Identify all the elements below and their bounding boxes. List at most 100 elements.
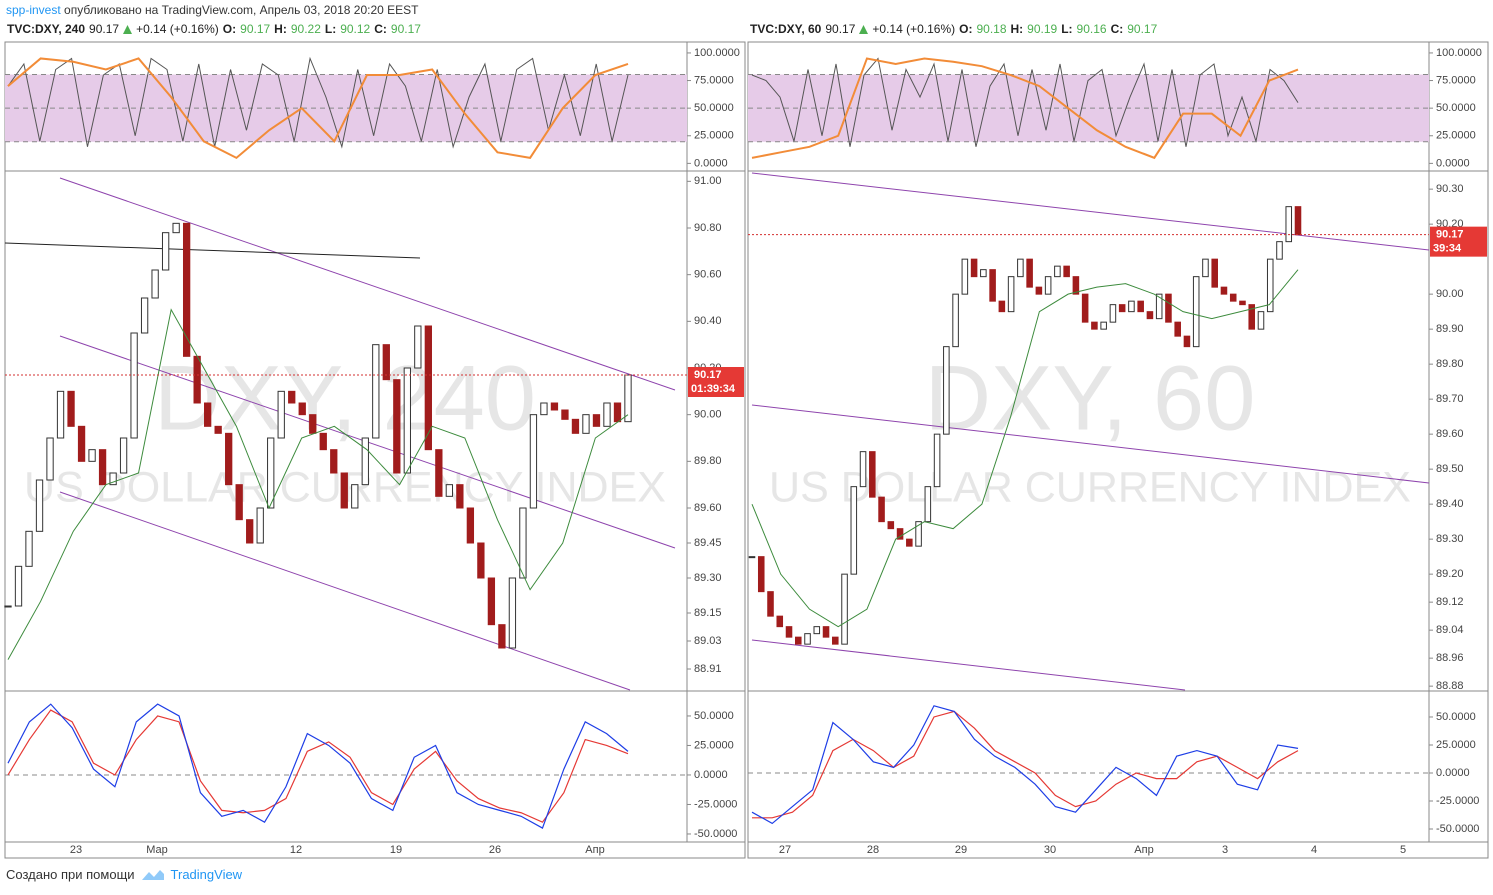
y-tick-label: 50.0000	[1436, 711, 1476, 723]
y-tick-label: 89.90	[1436, 323, 1464, 335]
candle	[1155, 293, 1163, 320]
plots: 100.000075.000050.000025.00000.000091.00…	[4, 47, 1487, 856]
y-tick-label: -25.0000	[694, 798, 737, 810]
change: +0.14 (+0.16%)	[872, 22, 956, 36]
candle	[989, 269, 996, 302]
red-line	[7, 709, 629, 823]
candle	[4, 605, 12, 608]
close: 90.17	[1127, 22, 1158, 36]
watermark-name: US DOLLAR CURRENCY INDEX	[769, 463, 1411, 511]
candle	[466, 507, 475, 544]
last-price-label: 90.17	[694, 369, 722, 381]
candle	[235, 484, 243, 521]
low: 90.12	[340, 22, 371, 36]
candle	[915, 521, 922, 547]
trend-line	[751, 172, 1430, 251]
trend-line	[4, 242, 421, 259]
candle	[896, 528, 904, 540]
brand[interactable]: TradingView	[170, 867, 243, 882]
candle	[1239, 300, 1246, 306]
blue-line	[751, 705, 1299, 825]
candle	[14, 565, 23, 607]
y-tick-label: 89.50	[1436, 463, 1464, 475]
x-tick-label: 4	[1311, 844, 1317, 856]
y-tick-label: 89.40	[1436, 498, 1464, 510]
pane-frame	[747, 41, 1489, 859]
candle	[961, 258, 969, 295]
y-tick-label: 90.40	[694, 315, 722, 327]
candle	[822, 626, 830, 638]
legend: TVC:DXY, 60 90.17 +0.14 (+0.16%) O: 90.18…	[750, 22, 1157, 36]
candle	[1202, 258, 1209, 278]
close-label: C:	[374, 22, 387, 36]
candle	[1146, 311, 1154, 320]
y-tick-label: 89.04	[1436, 624, 1464, 636]
x-tick-label: 3	[1222, 844, 1228, 856]
candle	[151, 269, 159, 299]
x-tick-label: Мар	[146, 844, 168, 856]
candle	[445, 484, 454, 497]
symbol: TVC:DXY, 60	[750, 22, 822, 36]
trend-line	[751, 639, 1186, 691]
y-tick-label: 50.0000	[694, 102, 734, 114]
author[interactable]: spp-invest	[6, 3, 61, 17]
header: spp-invest опубликовано на TradingView.c…	[6, 3, 418, 17]
candle	[267, 437, 275, 509]
candle	[1248, 304, 1256, 330]
ma-line	[751, 269, 1299, 628]
symbol: TVC:DXY, 240	[7, 22, 86, 36]
candle	[372, 344, 380, 439]
y-tick-label: 90.60	[694, 269, 722, 281]
candle	[1100, 321, 1107, 330]
candle	[140, 297, 149, 334]
y-tick-label: 0.0000	[1436, 767, 1470, 779]
y-tick-label: 90.30	[1436, 183, 1464, 195]
pane-frame	[4, 41, 746, 859]
candle	[193, 355, 201, 404]
candle	[393, 379, 401, 474]
y-tick-label: 100.0000	[1436, 47, 1482, 59]
y-tick-label: 89.60	[1436, 428, 1464, 440]
candle	[508, 577, 517, 649]
low-label: L:	[1061, 22, 1073, 36]
y-tick-label: 89.20	[1436, 568, 1464, 580]
candle	[1054, 265, 1061, 278]
x-tick-label: 26	[489, 844, 501, 856]
y-tick-label: 89.12	[1436, 596, 1464, 608]
x-tick-label: 30	[1044, 844, 1056, 856]
candle	[1044, 276, 1052, 295]
candle	[56, 390, 65, 439]
brand-logo	[141, 869, 164, 880]
candle	[1063, 265, 1070, 278]
high-label: H:	[274, 22, 287, 36]
change: +0.14 (+0.16%)	[136, 22, 219, 36]
candle	[571, 418, 580, 434]
open-label: O:	[222, 22, 237, 36]
candle	[46, 437, 54, 481]
high-label: H:	[1010, 22, 1024, 36]
price-label-box	[688, 367, 744, 397]
price-label-box	[1430, 226, 1487, 257]
y-tick-label: 89.80	[694, 455, 722, 467]
candle	[776, 615, 784, 628]
y-tick-label: 50.0000	[694, 710, 734, 722]
candle	[204, 402, 212, 427]
candle	[35, 479, 44, 532]
candle	[487, 577, 496, 626]
candle	[878, 496, 885, 523]
candle	[592, 414, 601, 427]
y-tick-label: 88.88	[1436, 680, 1464, 692]
candle	[1007, 276, 1015, 313]
fast-line	[751, 57, 1299, 147]
candle	[130, 332, 138, 439]
red-line	[752, 710, 1299, 819]
candle	[970, 258, 978, 278]
candle	[67, 390, 75, 427]
close: 90.17	[390, 22, 421, 36]
up-icon	[123, 24, 133, 34]
y-tick-label: 75.0000	[1436, 74, 1476, 86]
x-tick-label: 29	[955, 844, 967, 856]
candle	[172, 222, 180, 234]
y-tick-label: 50.0000	[1436, 102, 1476, 114]
y-tick-label: 75.0000	[694, 74, 734, 86]
